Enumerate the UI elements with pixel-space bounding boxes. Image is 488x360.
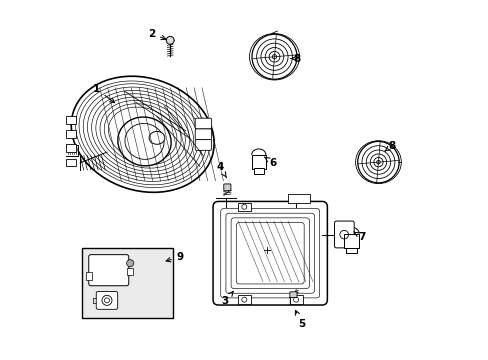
FancyBboxPatch shape (195, 118, 211, 129)
Text: 7: 7 (353, 232, 366, 242)
Bar (344, 234, 358, 248)
Bar (253, 168, 263, 174)
Bar (66, 116, 76, 123)
FancyBboxPatch shape (224, 184, 230, 191)
Bar (289, 296, 302, 304)
FancyBboxPatch shape (213, 202, 326, 305)
Bar (237, 296, 250, 304)
Text: 1: 1 (92, 84, 114, 103)
Ellipse shape (357, 141, 398, 183)
Bar (66, 144, 76, 152)
Bar (66, 130, 76, 138)
Ellipse shape (236, 220, 296, 279)
Text: 3: 3 (221, 291, 233, 306)
FancyBboxPatch shape (195, 140, 211, 150)
Ellipse shape (251, 34, 296, 79)
Ellipse shape (71, 76, 214, 192)
Text: 4: 4 (216, 162, 226, 177)
Text: 9: 9 (166, 252, 183, 262)
Text: 8: 8 (290, 54, 301, 64)
Bar (126, 268, 133, 275)
FancyBboxPatch shape (96, 292, 118, 309)
Ellipse shape (149, 131, 164, 144)
Bar (346, 248, 356, 252)
Text: 6: 6 (264, 157, 276, 168)
FancyBboxPatch shape (195, 129, 211, 140)
Circle shape (166, 36, 174, 44)
Circle shape (126, 260, 134, 267)
FancyBboxPatch shape (334, 221, 353, 248)
Bar (288, 194, 309, 203)
Bar (237, 203, 250, 211)
Bar (64, 145, 78, 156)
FancyBboxPatch shape (88, 255, 128, 286)
Bar (251, 155, 265, 168)
Text: 5: 5 (295, 310, 305, 329)
FancyBboxPatch shape (289, 292, 296, 297)
Text: 8: 8 (385, 141, 394, 151)
Ellipse shape (118, 117, 171, 166)
Bar (82, 248, 173, 318)
Bar (66, 158, 76, 166)
Text: 2: 2 (148, 28, 165, 40)
Bar (85, 272, 92, 280)
